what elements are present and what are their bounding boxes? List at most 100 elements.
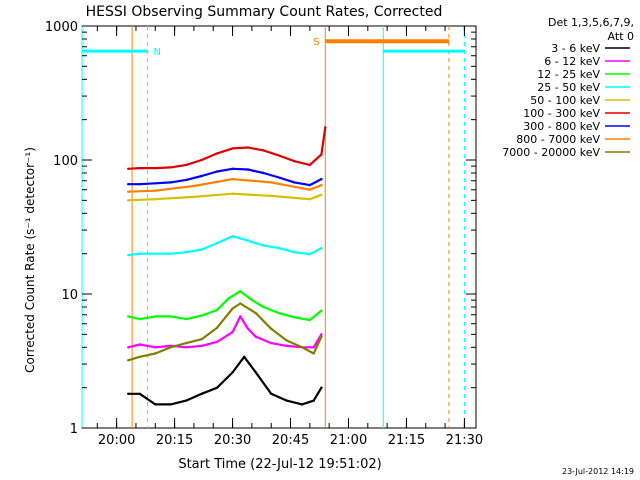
data-point — [242, 355, 246, 358]
data-point — [184, 399, 188, 402]
x-tick-label-20-45: 20:45 — [272, 433, 309, 448]
data-point — [250, 298, 254, 302]
legend-label-0: 3 - 6 keV — [551, 42, 600, 55]
data-point — [312, 352, 315, 355]
data-point — [215, 308, 219, 312]
data-point — [277, 311, 281, 315]
data-point — [154, 315, 157, 318]
data-point — [312, 399, 315, 402]
data-point — [320, 183, 323, 187]
data-point — [169, 252, 172, 255]
data-point — [215, 241, 219, 245]
data-point — [254, 311, 257, 315]
x-tick-label-21-00: 21:00 — [330, 433, 367, 448]
data-point — [308, 253, 312, 256]
saa-label: S — [313, 37, 319, 48]
data-point — [285, 344, 288, 348]
x-tick-label-21-30: 21:30 — [446, 433, 483, 448]
data-point — [231, 147, 234, 150]
date-stamp: 23-Jul-2012 14:19 — [562, 467, 634, 476]
data-point — [138, 355, 142, 358]
data-point — [200, 248, 203, 251]
data-point — [262, 171, 265, 175]
data-point — [184, 317, 188, 321]
data-point — [246, 168, 250, 171]
legend-label-3: 25 - 50 keV — [537, 81, 600, 94]
data-point — [200, 392, 203, 395]
data-point — [320, 153, 323, 156]
data-point — [231, 234, 234, 238]
x-tick-label-21-15: 21:15 — [388, 433, 425, 448]
data-point — [300, 403, 304, 406]
data-point — [262, 244, 265, 247]
data-point — [215, 340, 219, 343]
data-point — [169, 346, 172, 349]
data-point — [154, 182, 157, 185]
y-tick-label-100: 100 — [53, 154, 78, 169]
data-point — [324, 126, 327, 129]
data-point — [154, 352, 157, 355]
data-point — [227, 297, 230, 300]
data-point — [293, 316, 296, 319]
data-point — [215, 152, 219, 155]
y-axis-label: Corrected Count Rate (s⁻¹ detector⁻¹) — [23, 147, 37, 373]
data-point — [154, 346, 157, 349]
y-tick-label-1000: 1000 — [45, 20, 78, 35]
data-point — [308, 318, 312, 322]
data-point — [154, 166, 157, 170]
data-point — [200, 158, 203, 162]
data-point — [127, 346, 130, 349]
data-point — [127, 392, 130, 395]
data-point — [320, 386, 323, 389]
data-point — [270, 181, 273, 184]
chart-title: HESSI Observing Summary Count Rates, Cor… — [86, 4, 443, 20]
data-point — [312, 346, 315, 349]
x-tick-label-20-15: 20:15 — [156, 433, 193, 448]
data-point — [138, 392, 142, 395]
data-point — [231, 177, 234, 181]
legend-label-5: 100 - 300 keV — [523, 107, 600, 120]
data-point — [308, 183, 312, 187]
data-point — [184, 341, 188, 345]
data-point — [169, 181, 172, 184]
data-point — [308, 163, 312, 167]
data-point — [320, 309, 323, 312]
data-point — [192, 184, 196, 188]
data-point — [239, 302, 242, 305]
series-line-7000-20000keV — [127, 302, 323, 362]
data-point — [320, 246, 323, 250]
data-point — [277, 154, 281, 157]
data-point — [270, 194, 273, 198]
data-point — [293, 251, 296, 254]
data-point — [215, 326, 219, 329]
data-point — [320, 333, 323, 336]
data-point — [127, 253, 130, 257]
plot-frame — [81, 25, 477, 429]
data-point — [127, 359, 130, 362]
legend-header-line-2: Att 0 — [608, 30, 634, 43]
data-point — [154, 189, 157, 192]
data-point — [231, 330, 234, 334]
plot-area: N S 1 10 100 1000 20:00 20:15 20:30 20:45 21:00 21:… — [45, 20, 483, 448]
x-axis-label: Start Time (22-Jul-12 19:51:02) — [178, 457, 381, 472]
series-line-6-12keV — [127, 315, 323, 349]
data-point — [127, 167, 130, 170]
data-point — [169, 403, 172, 406]
data-point — [262, 305, 265, 309]
data-point — [138, 317, 142, 321]
data-point — [293, 181, 296, 184]
data-point — [231, 167, 234, 170]
series-line-300-800keV — [128, 167, 322, 187]
data-point — [300, 346, 304, 349]
data-point — [254, 371, 257, 374]
data-point — [138, 343, 142, 346]
legend-label-8: 7000 - 20000 keV — [502, 146, 600, 159]
series-line-12-25keV — [127, 290, 323, 322]
series-line-100-300keV — [128, 127, 327, 170]
legend-label-4: 50 - 100 keV — [530, 94, 600, 107]
data-point — [138, 252, 142, 255]
series-line-3-6keV — [128, 355, 323, 406]
data-point — [215, 170, 219, 173]
